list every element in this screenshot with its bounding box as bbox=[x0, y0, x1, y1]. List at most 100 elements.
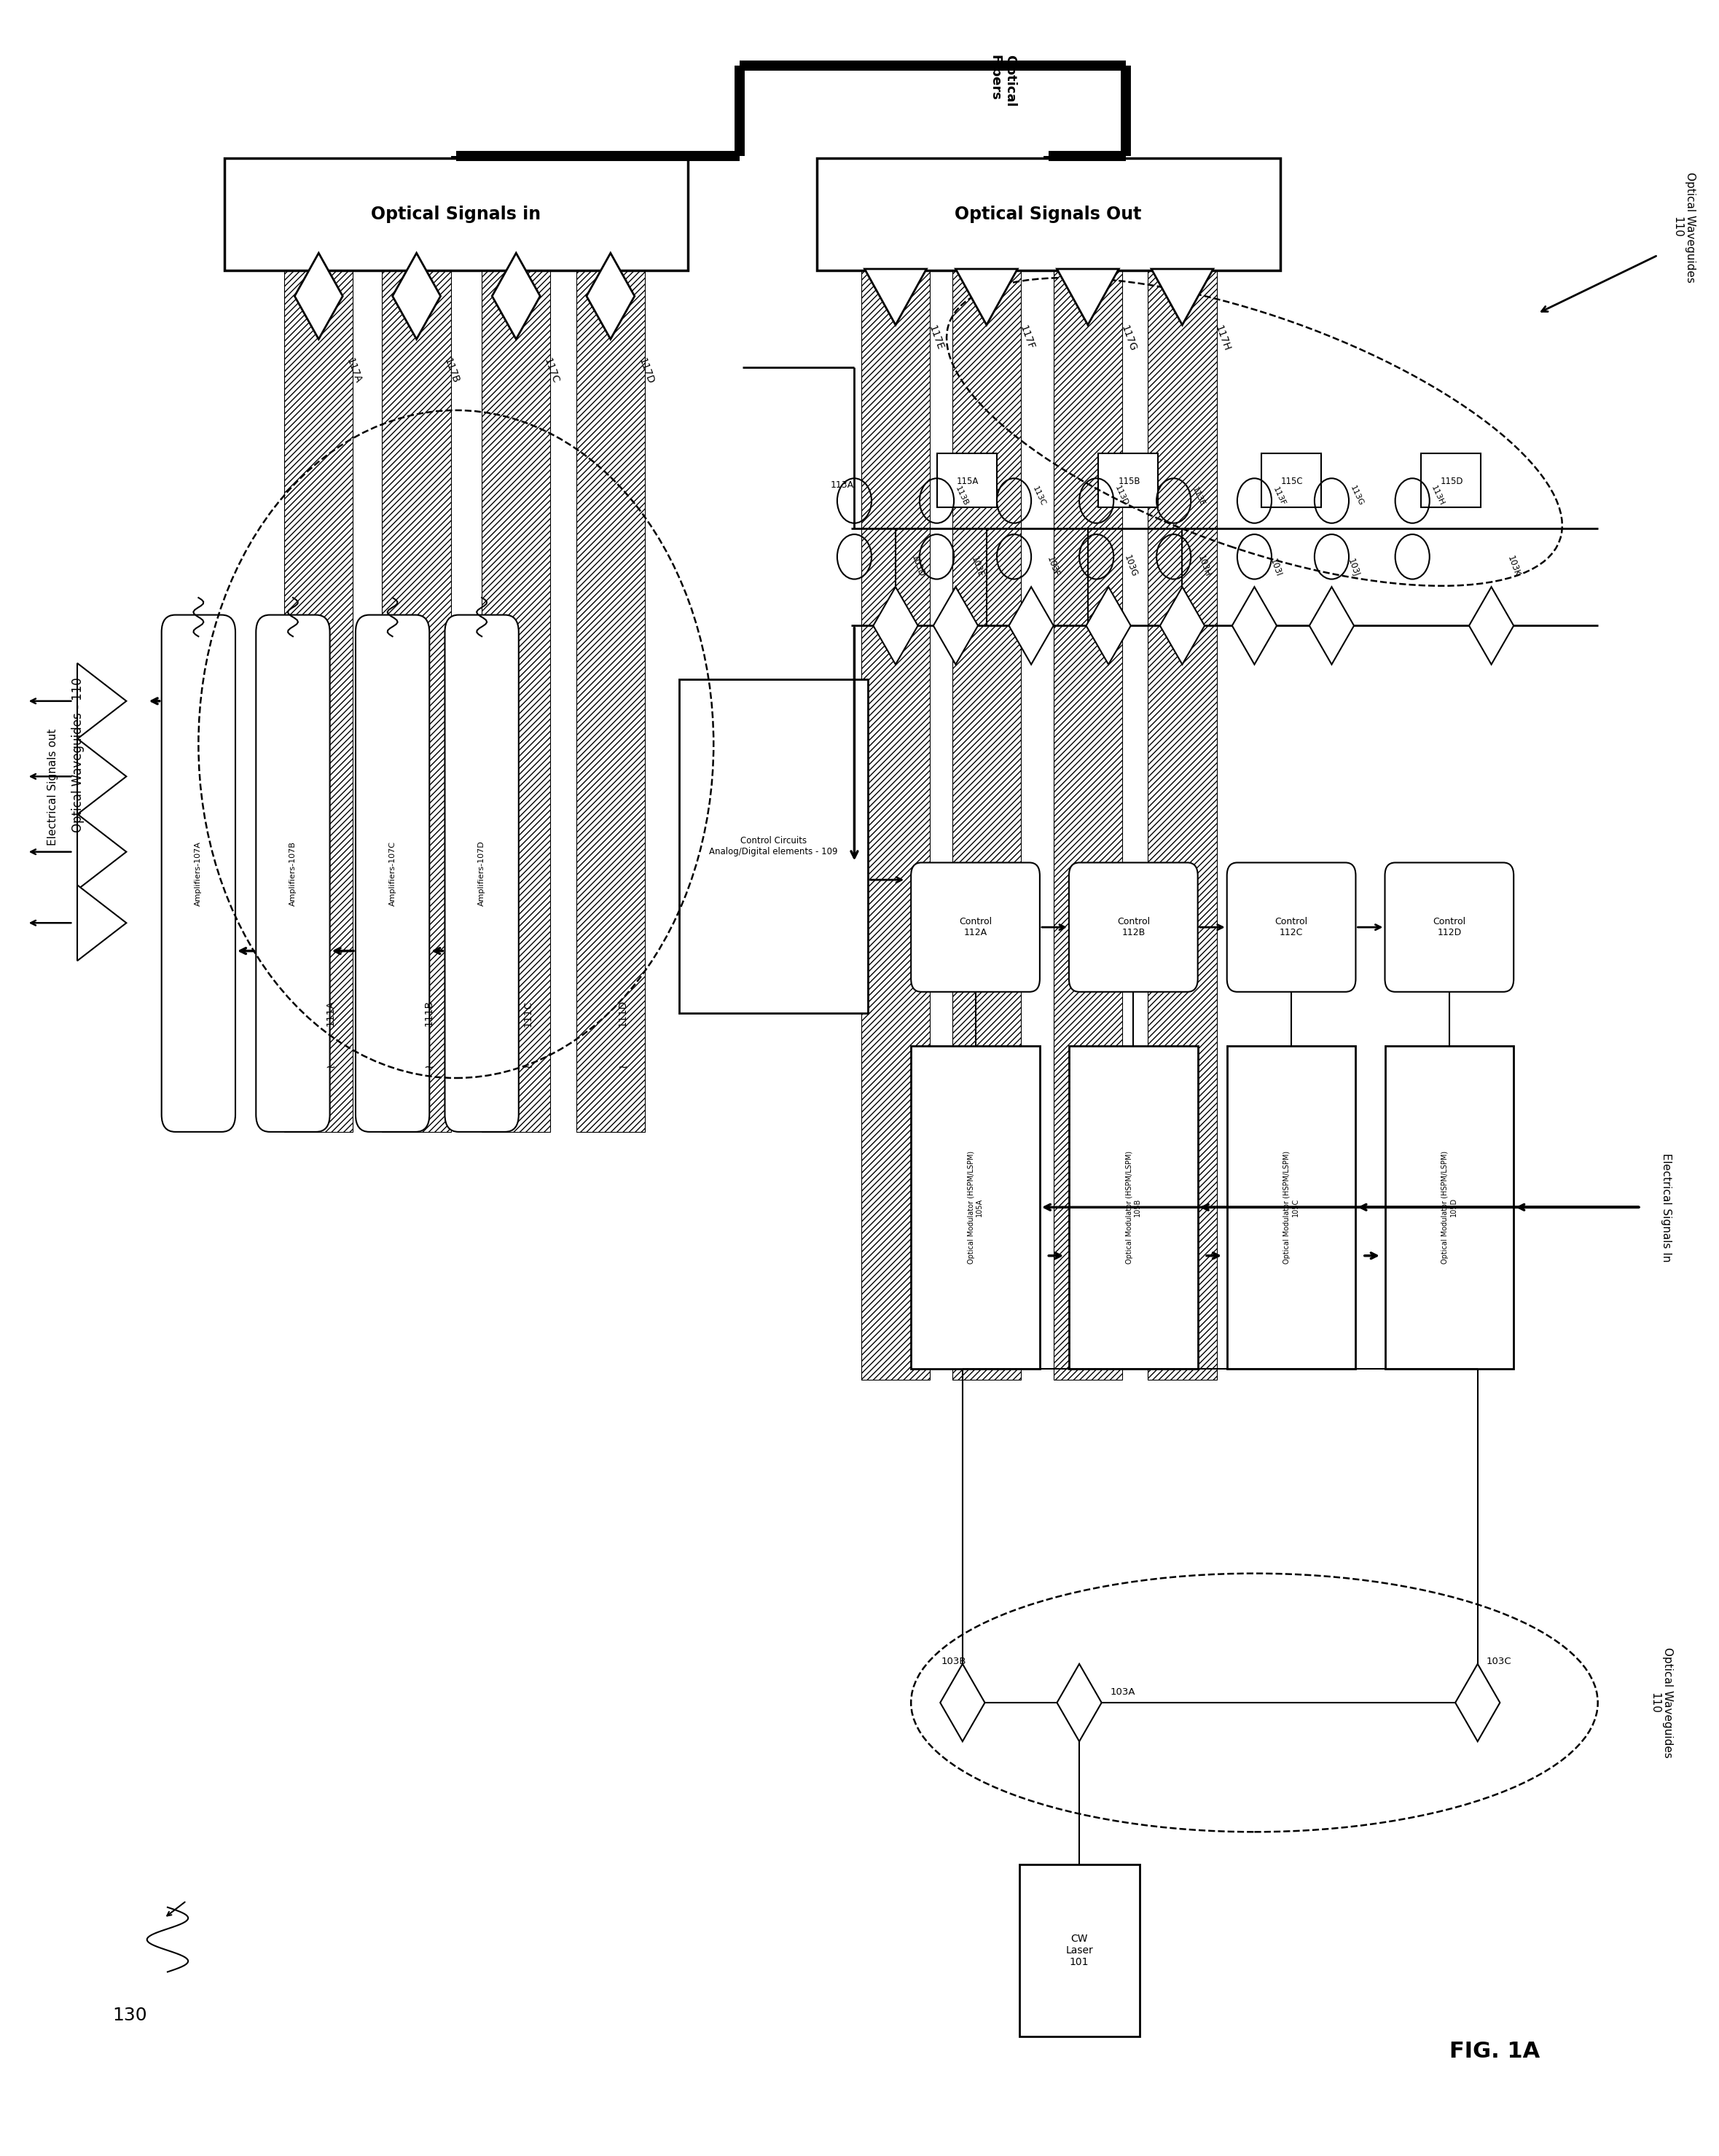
Text: Optical Signals in: Optical Signals in bbox=[371, 205, 541, 222]
Text: 113A: 113A bbox=[830, 481, 854, 489]
Bar bbox=[1227, 1046, 1356, 1369]
Polygon shape bbox=[392, 252, 440, 338]
Text: 111D: 111D bbox=[617, 1000, 627, 1026]
Text: Control Circuits
Analog/Digital elements - 109: Control Circuits Analog/Digital elements… bbox=[710, 837, 837, 856]
Bar bbox=[952, 270, 1021, 1380]
FancyBboxPatch shape bbox=[1069, 862, 1198, 992]
Text: Optical Modulator (HSPM/LSPM)
105D: Optical Modulator (HSPM/LSPM) 105D bbox=[1442, 1151, 1458, 1263]
Text: 113D: 113D bbox=[1114, 485, 1129, 507]
FancyBboxPatch shape bbox=[911, 862, 1040, 992]
Text: Optical Signals Out: Optical Signals Out bbox=[956, 205, 1141, 222]
Polygon shape bbox=[873, 586, 918, 664]
Text: 117H: 117H bbox=[1214, 323, 1233, 354]
Text: Control
112B: Control 112B bbox=[1117, 916, 1150, 938]
Polygon shape bbox=[1470, 586, 1514, 664]
Text: Amplifiers-107D: Amplifiers-107D bbox=[478, 841, 485, 906]
Text: Control
112D: Control 112D bbox=[1434, 916, 1466, 938]
Text: 115D: 115D bbox=[1441, 476, 1463, 485]
Text: 113G: 113G bbox=[1349, 485, 1365, 507]
Text: 103H: 103H bbox=[1196, 554, 1212, 578]
Polygon shape bbox=[1009, 586, 1054, 664]
Text: 113E: 113E bbox=[1191, 485, 1207, 507]
Polygon shape bbox=[492, 252, 540, 338]
Text: Optical Modulator (HSPM/LSPM)
105C: Optical Modulator (HSPM/LSPM) 105C bbox=[1284, 1151, 1300, 1263]
Text: Electrical Signals In: Electrical Signals In bbox=[1661, 1153, 1673, 1261]
Text: Amplifiers-107B: Amplifiers-107B bbox=[289, 841, 297, 906]
Bar bbox=[576, 270, 645, 1132]
Text: 117A: 117A bbox=[344, 356, 363, 384]
Polygon shape bbox=[940, 1664, 985, 1742]
Text: 103J: 103J bbox=[1346, 558, 1361, 578]
Text: Amplifiers-107A: Amplifiers-107A bbox=[194, 841, 203, 906]
Text: 111A: 111A bbox=[325, 1000, 335, 1026]
Bar bbox=[911, 1046, 1040, 1369]
Text: Optical Waveguides
110: Optical Waveguides 110 bbox=[1673, 172, 1695, 282]
Text: 103D: 103D bbox=[909, 554, 927, 578]
Text: Control
112C: Control 112C bbox=[1275, 916, 1308, 938]
Text: 113H: 113H bbox=[1430, 485, 1446, 507]
Text: 113C: 113C bbox=[1031, 485, 1047, 507]
Text: Control
112A: Control 112A bbox=[959, 916, 992, 938]
Text: 103F: 103F bbox=[1045, 556, 1061, 578]
Text: Optical Waveguides - 110: Optical Waveguides - 110 bbox=[72, 677, 84, 832]
Text: 103K: 103K bbox=[1506, 554, 1521, 578]
Text: Optical Modulator (HSPM/LSPM)
105B: Optical Modulator (HSPM/LSPM) 105B bbox=[1126, 1151, 1141, 1263]
Text: ~: ~ bbox=[423, 1061, 433, 1074]
Polygon shape bbox=[1057, 270, 1119, 326]
Polygon shape bbox=[77, 740, 127, 815]
Polygon shape bbox=[1233, 586, 1277, 664]
Polygon shape bbox=[933, 586, 978, 664]
Text: Optical Waveguides
110: Optical Waveguides 110 bbox=[1650, 1647, 1673, 1757]
Bar bbox=[1262, 453, 1322, 507]
Bar bbox=[1054, 270, 1123, 1380]
FancyBboxPatch shape bbox=[256, 614, 330, 1132]
Bar bbox=[679, 679, 868, 1013]
Text: 117E: 117E bbox=[927, 323, 945, 351]
Text: 117B: 117B bbox=[442, 356, 461, 384]
Bar bbox=[1069, 1046, 1198, 1369]
Polygon shape bbox=[294, 252, 342, 338]
Bar bbox=[1148, 270, 1217, 1380]
Text: 111C: 111C bbox=[523, 1000, 533, 1026]
Text: 117D: 117D bbox=[636, 356, 655, 386]
Bar bbox=[481, 270, 550, 1132]
Text: Electrical Signals out: Electrical Signals out bbox=[46, 729, 58, 845]
Text: 115A: 115A bbox=[956, 476, 978, 485]
Text: 115C: 115C bbox=[1281, 476, 1303, 485]
Bar bbox=[382, 270, 450, 1132]
Polygon shape bbox=[865, 270, 927, 326]
FancyBboxPatch shape bbox=[1386, 862, 1514, 992]
Text: 117G: 117G bbox=[1119, 323, 1138, 354]
Text: ~: ~ bbox=[523, 1061, 533, 1074]
Bar bbox=[1098, 453, 1159, 507]
Bar bbox=[1019, 1865, 1140, 2037]
FancyBboxPatch shape bbox=[445, 614, 519, 1132]
Bar bbox=[861, 270, 930, 1380]
Bar bbox=[1422, 453, 1482, 507]
Text: 103E: 103E bbox=[970, 554, 985, 578]
Polygon shape bbox=[1456, 1664, 1501, 1742]
Polygon shape bbox=[77, 884, 127, 962]
FancyBboxPatch shape bbox=[162, 614, 236, 1132]
Text: 103A: 103A bbox=[1110, 1688, 1135, 1697]
Polygon shape bbox=[1152, 270, 1214, 326]
Bar bbox=[1386, 1046, 1514, 1369]
Text: 115B: 115B bbox=[1117, 476, 1140, 485]
Text: ~: ~ bbox=[617, 1061, 627, 1074]
Text: FIG. 1A: FIG. 1A bbox=[1449, 2042, 1540, 2061]
Text: Optical
Fibers: Optical Fibers bbox=[988, 54, 1016, 108]
Text: 113F: 113F bbox=[1272, 485, 1286, 507]
Text: Optical Modulator (HSPM/LSPM)
105A: Optical Modulator (HSPM/LSPM) 105A bbox=[968, 1151, 983, 1263]
Bar bbox=[937, 453, 997, 507]
Bar bbox=[223, 157, 688, 270]
Text: 103C: 103C bbox=[1487, 1656, 1511, 1667]
Bar bbox=[817, 157, 1281, 270]
Text: 103G: 103G bbox=[1123, 554, 1140, 578]
Text: ~: ~ bbox=[325, 1061, 335, 1074]
Polygon shape bbox=[77, 664, 127, 740]
Text: 103B: 103B bbox=[942, 1656, 966, 1667]
Text: 111B: 111B bbox=[423, 1000, 433, 1026]
Text: Amplifiers-107C: Amplifiers-107C bbox=[388, 841, 395, 906]
FancyBboxPatch shape bbox=[356, 614, 430, 1132]
Polygon shape bbox=[586, 252, 634, 338]
